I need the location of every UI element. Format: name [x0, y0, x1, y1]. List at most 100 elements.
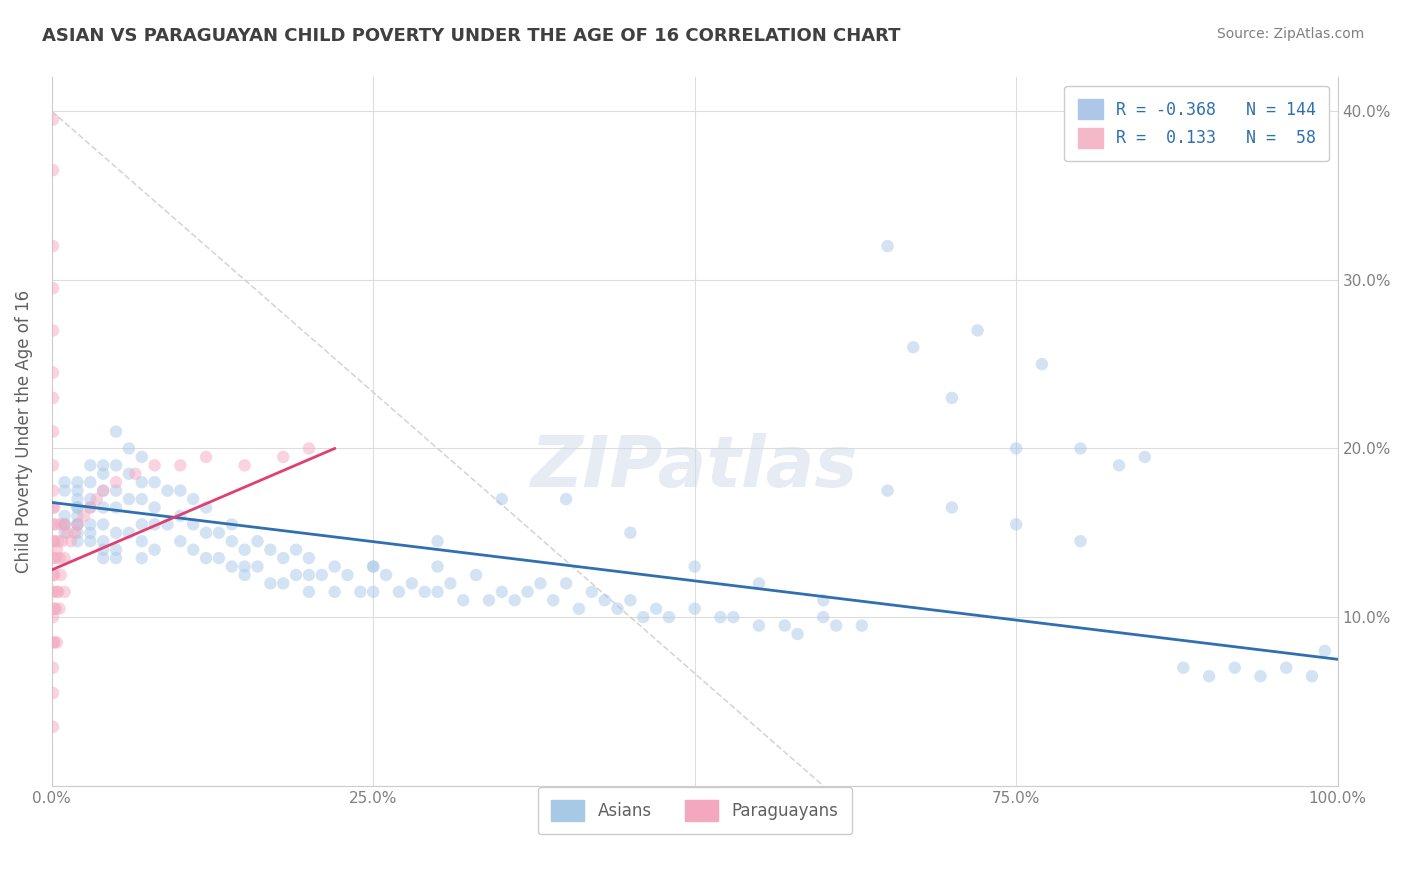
Point	[181, 542, 204, 557]
Point	[44, 534, 66, 549]
Point	[66, 525, 89, 540]
Point	[221, 534, 243, 549]
Point	[73, 508, 96, 523]
Point	[361, 559, 384, 574]
Point	[786, 627, 808, 641]
Point	[813, 610, 835, 624]
Point	[45, 601, 67, 615]
Point	[156, 517, 179, 532]
Point	[709, 610, 731, 624]
Point	[91, 483, 114, 498]
Point	[48, 551, 70, 566]
Point	[46, 584, 69, 599]
Point	[298, 568, 321, 582]
Point	[259, 576, 281, 591]
Point	[233, 542, 256, 557]
Point	[42, 239, 65, 253]
Point	[42, 568, 65, 582]
Point	[813, 593, 835, 607]
Point	[723, 610, 745, 624]
Point	[118, 467, 141, 481]
Point	[1301, 669, 1323, 683]
Point	[42, 483, 65, 498]
Point	[131, 551, 153, 566]
Point	[825, 618, 848, 632]
Point	[426, 559, 449, 574]
Point	[298, 584, 321, 599]
Point	[593, 593, 616, 607]
Point	[298, 551, 321, 566]
Point	[131, 450, 153, 464]
Point	[271, 576, 294, 591]
Point	[48, 601, 70, 615]
Point	[42, 551, 65, 566]
Point	[105, 458, 128, 473]
Point	[683, 601, 706, 615]
Point	[91, 517, 114, 532]
Point	[169, 508, 191, 523]
Point	[606, 601, 628, 615]
Point	[195, 500, 218, 515]
Point	[79, 500, 101, 515]
Point	[44, 568, 66, 582]
Point	[336, 568, 359, 582]
Point	[181, 517, 204, 532]
Point	[53, 551, 76, 566]
Text: ASIAN VS PARAGUAYAN CHILD POVERTY UNDER THE AGE OF 16 CORRELATION CHART: ASIAN VS PARAGUAYAN CHILD POVERTY UNDER …	[42, 27, 901, 45]
Point	[66, 492, 89, 507]
Point	[91, 458, 114, 473]
Point	[124, 467, 146, 481]
Point	[42, 163, 65, 178]
Point	[388, 584, 411, 599]
Point	[966, 323, 988, 337]
Point	[619, 593, 641, 607]
Point	[53, 475, 76, 490]
Point	[60, 534, 83, 549]
Point	[156, 483, 179, 498]
Point	[42, 425, 65, 439]
Point	[42, 610, 65, 624]
Text: ZIPatlas: ZIPatlas	[531, 433, 859, 501]
Point	[91, 500, 114, 515]
Point	[1005, 442, 1028, 456]
Point	[45, 542, 67, 557]
Point	[42, 584, 65, 599]
Point	[208, 525, 231, 540]
Point	[413, 584, 436, 599]
Point	[143, 517, 166, 532]
Point	[555, 492, 578, 507]
Point	[478, 593, 501, 607]
Point	[451, 593, 474, 607]
Point	[259, 542, 281, 557]
Point	[581, 584, 603, 599]
Point	[1005, 517, 1028, 532]
Point	[195, 450, 218, 464]
Point	[143, 475, 166, 490]
Point	[91, 483, 114, 498]
Point	[53, 517, 76, 532]
Point	[53, 584, 76, 599]
Point	[42, 720, 65, 734]
Point	[568, 601, 591, 615]
Point	[246, 559, 269, 574]
Point	[66, 508, 89, 523]
Point	[181, 492, 204, 507]
Point	[49, 517, 72, 532]
Point	[195, 525, 218, 540]
Point	[86, 492, 108, 507]
Point	[45, 551, 67, 566]
Point	[748, 618, 770, 632]
Point	[876, 483, 898, 498]
Point	[105, 551, 128, 566]
Point	[44, 601, 66, 615]
Point	[46, 534, 69, 549]
Point	[658, 610, 681, 624]
Point	[91, 542, 114, 557]
Point	[79, 475, 101, 490]
Point	[361, 559, 384, 574]
Point	[42, 366, 65, 380]
Legend: Asians, Paraguayans: Asians, Paraguayans	[537, 787, 852, 834]
Point	[221, 517, 243, 532]
Point	[323, 584, 346, 599]
Point	[903, 340, 925, 354]
